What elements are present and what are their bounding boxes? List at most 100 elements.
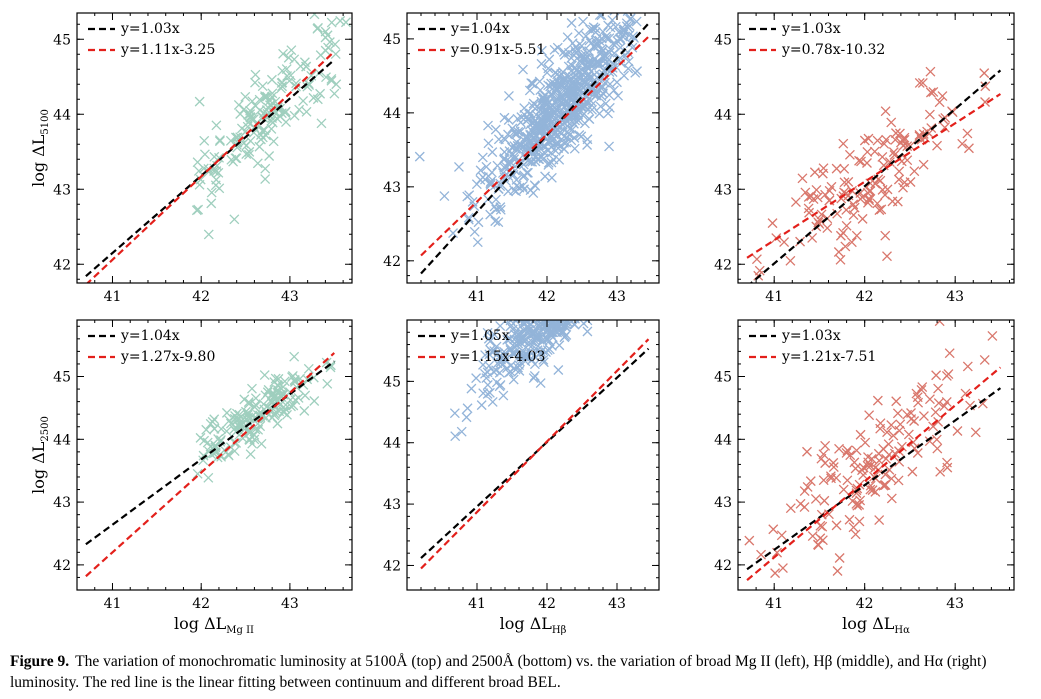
scatter-point bbox=[513, 305, 522, 314]
scatter-point bbox=[548, 320, 559, 321]
scatter-point bbox=[199, 135, 210, 146]
scatter-point bbox=[539, 147, 549, 158]
scatter-point bbox=[580, 294, 589, 303]
scatter-point bbox=[561, 300, 570, 309]
scatter-point bbox=[289, 54, 300, 65]
scatter-point bbox=[854, 155, 865, 166]
x-tick-label: 42 bbox=[538, 596, 556, 612]
scatter-point bbox=[570, 286, 579, 295]
scatter-point bbox=[578, 16, 589, 27]
scatter-point bbox=[828, 462, 839, 473]
scatter-point bbox=[260, 92, 270, 103]
scatter-point bbox=[558, 300, 567, 309]
scatter-point bbox=[607, 220, 616, 229]
scatter-point bbox=[590, 286, 599, 295]
ticks-p01 bbox=[406, 13, 659, 283]
scatter-point bbox=[587, 263, 596, 272]
ticks-p11 bbox=[406, 320, 659, 591]
axes-frame bbox=[737, 12, 1015, 284]
scatter-point bbox=[605, 242, 614, 251]
scatter-point bbox=[586, 260, 595, 269]
panel-p02: 41 42 43 42 43 44 45 y=1.03x y=0.78x-10.32 bbox=[714, 12, 1015, 305]
legend-p12: y=1.03x y=1.21x-7.51 bbox=[749, 328, 876, 365]
scatter-point bbox=[851, 230, 862, 241]
scatter-point bbox=[516, 338, 527, 348]
scatter-point bbox=[580, 249, 589, 258]
scatter-point bbox=[838, 484, 849, 495]
scatter-point bbox=[567, 302, 576, 311]
scatter-point bbox=[558, 294, 567, 303]
scatter-point bbox=[326, 17, 337, 28]
scatter-point bbox=[860, 437, 871, 448]
scatter-point bbox=[206, 187, 217, 198]
scatter-point bbox=[562, 284, 571, 293]
scatter-point bbox=[244, 427, 255, 438]
scatter-point bbox=[205, 418, 216, 429]
scatter-point bbox=[924, 128, 935, 139]
scatter-point bbox=[588, 237, 597, 246]
scatter-point bbox=[817, 521, 828, 532]
scatter-point bbox=[877, 151, 888, 162]
legend-p11: y=1.05x y=1.15x-4.03 bbox=[418, 328, 545, 365]
scatter-point bbox=[456, 426, 467, 437]
scatter-point bbox=[621, 207, 630, 216]
scatter-point bbox=[848, 522, 859, 533]
scatter-point bbox=[281, 117, 291, 128]
scatter-point bbox=[562, 288, 571, 297]
scatter-point bbox=[615, 263, 624, 272]
scatter-point bbox=[250, 77, 260, 88]
scatter-point bbox=[600, 255, 609, 264]
scatter-point bbox=[630, 0, 639, 9]
scatter-point bbox=[567, 302, 576, 311]
scatter-point bbox=[245, 109, 256, 120]
legend-label: y=0.78x-10.32 bbox=[781, 42, 885, 58]
scatter-point bbox=[553, 365, 564, 375]
scatter-point bbox=[587, 290, 596, 299]
scatter-point bbox=[925, 66, 936, 77]
scatter-point bbox=[962, 361, 973, 372]
y-tick-label: 42 bbox=[53, 257, 71, 273]
scatter-point bbox=[557, 294, 566, 303]
scatter-point bbox=[609, 259, 618, 268]
scatter-point bbox=[577, 287, 586, 296]
scatter-point bbox=[280, 403, 291, 414]
scatter-point bbox=[587, 285, 596, 294]
scatter-point bbox=[880, 230, 891, 241]
scatter-point bbox=[879, 138, 890, 149]
scatter-point bbox=[565, 295, 574, 304]
scatter-point bbox=[608, 265, 617, 274]
scatter-point bbox=[839, 187, 849, 198]
scatter-points-p01 bbox=[414, 0, 643, 248]
scatter-point bbox=[886, 420, 897, 430]
scatter-point bbox=[553, 268, 562, 277]
scatter-point bbox=[277, 81, 288, 92]
scatter-point bbox=[581, 278, 590, 287]
scatter-point bbox=[612, 36, 623, 46]
scatter-point bbox=[553, 111, 564, 122]
scatter-point bbox=[195, 432, 206, 443]
scatter-point bbox=[509, 334, 520, 345]
y-tick-label: 42 bbox=[383, 254, 401, 270]
scatter-point bbox=[596, 13, 607, 21]
scatter-point bbox=[302, 81, 313, 92]
scatter-point bbox=[810, 493, 821, 504]
scatter-point bbox=[909, 166, 920, 177]
scatter-point bbox=[593, 238, 602, 247]
scatter-point bbox=[199, 149, 210, 160]
scatter-point bbox=[491, 365, 502, 376]
y-tick-label: 44 bbox=[383, 106, 401, 122]
scatter-point bbox=[616, 201, 625, 210]
scatter-point bbox=[568, 285, 577, 294]
scatter-point bbox=[621, 268, 630, 277]
scatter-point bbox=[561, 286, 570, 295]
scatter-point bbox=[565, 239, 574, 248]
scatter-point bbox=[548, 273, 557, 282]
y-axis-label-row0-sub: 5100 bbox=[40, 109, 51, 134]
scatter-point bbox=[569, 302, 578, 311]
scatter-point bbox=[572, 291, 581, 300]
scatter-point bbox=[562, 32, 573, 43]
scatter-point bbox=[579, 243, 588, 252]
scatter-point bbox=[631, 16, 642, 27]
scatter-point bbox=[245, 135, 256, 146]
scatter-point bbox=[850, 529, 861, 540]
